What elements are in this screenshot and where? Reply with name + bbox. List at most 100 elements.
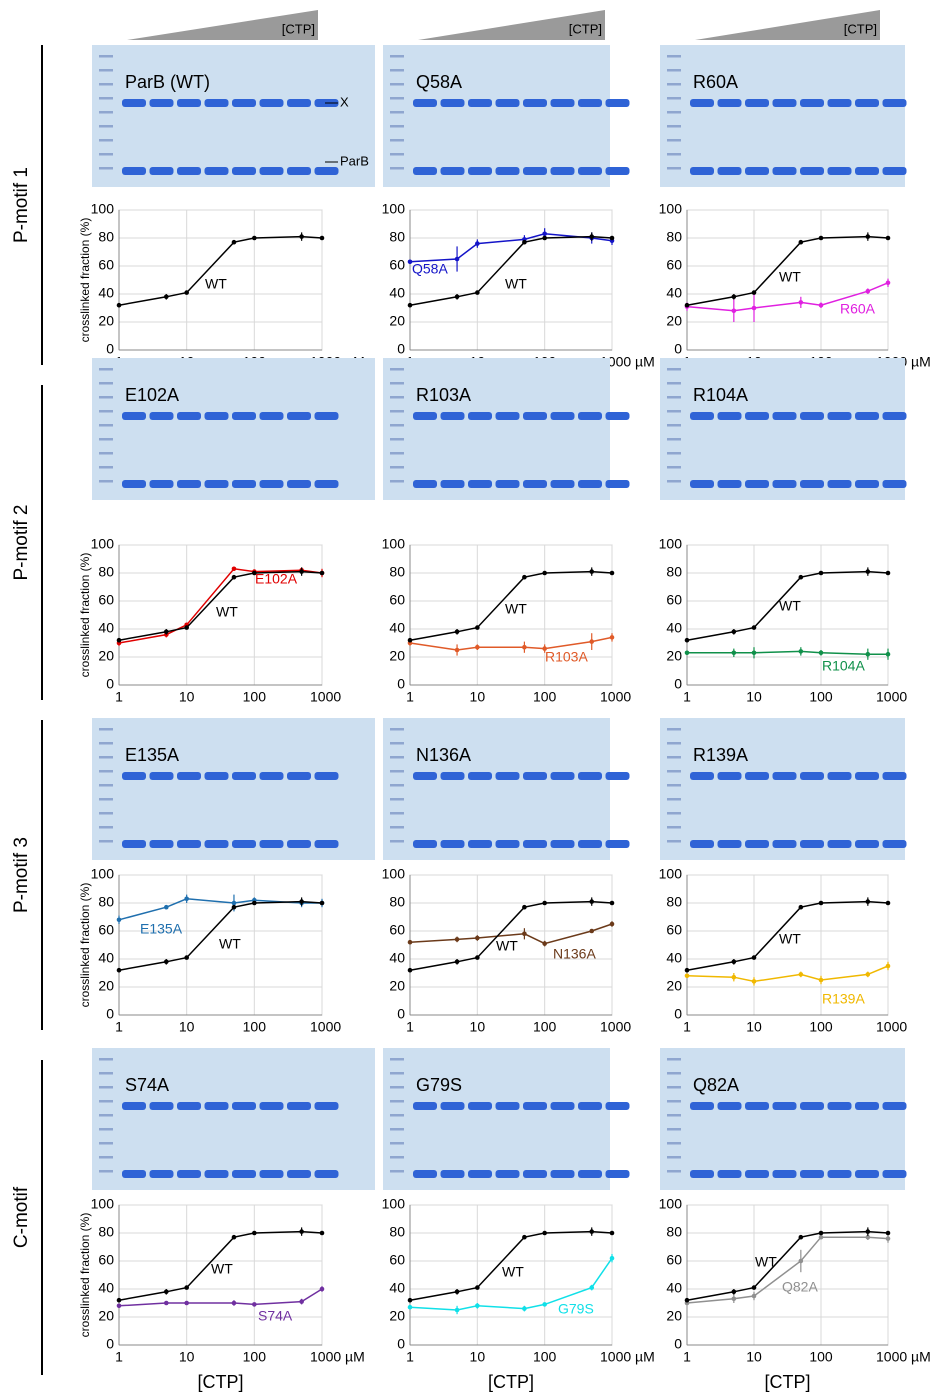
ladder-band: [99, 1058, 113, 1061]
x-tick-label: 1000 µM: [600, 1349, 655, 1365]
series-label: R104A: [822, 658, 865, 674]
gel-band: [606, 412, 630, 420]
data-point: [522, 575, 527, 580]
data-point: [320, 901, 325, 906]
gel-background: [660, 718, 905, 860]
data-point: [752, 1285, 757, 1290]
x-tick-label: 1000: [876, 1019, 907, 1035]
data-point: [819, 1231, 824, 1236]
x-tick-label: 100: [533, 1349, 557, 1365]
ladder-band: [667, 742, 681, 745]
ladder-band: [99, 424, 113, 427]
gel-band: [232, 480, 256, 488]
y-tick-label: 80: [98, 564, 114, 580]
data-point: [252, 901, 257, 906]
gel-band: [718, 1102, 742, 1110]
ladder-band: [99, 742, 113, 745]
y-tick-label: 80: [666, 894, 682, 910]
ladder-band: [99, 83, 113, 86]
x-tick-label: 100: [243, 1019, 267, 1035]
gel-band: [855, 1102, 879, 1110]
y-tick-label: 60: [666, 592, 682, 608]
x-tick-label: 10: [746, 1349, 762, 1365]
gel-band: [205, 99, 229, 107]
ladder-band: [667, 1170, 681, 1173]
data-point: [799, 649, 804, 654]
ladder-band: [390, 83, 404, 86]
ladder-band: [390, 784, 404, 787]
gel-band: [606, 772, 630, 780]
data-point: [610, 922, 615, 927]
gel-band: [232, 99, 256, 107]
gel-band: [122, 167, 146, 175]
ladder-band: [667, 812, 681, 815]
gel-band: [828, 1170, 852, 1178]
gel-band: [315, 1102, 339, 1110]
y-tick-label: 80: [389, 564, 405, 580]
data-point: [184, 955, 189, 960]
ladder-band: [667, 1058, 681, 1061]
gel-band: [745, 772, 769, 780]
ladder-band: [99, 1128, 113, 1131]
data-point: [475, 290, 480, 295]
gradient-label: [CTP]: [844, 21, 877, 36]
gel-band: [800, 772, 824, 780]
data-point: [164, 1301, 169, 1306]
ladder-band: [390, 826, 404, 829]
gel-band: [578, 772, 602, 780]
data-point: [522, 905, 527, 910]
gel-band: [578, 167, 602, 175]
ladder-band: [99, 728, 113, 731]
gel-band: [177, 772, 201, 780]
gel-background: [660, 1048, 905, 1190]
gel-band: [287, 99, 311, 107]
y-tick-label: 20: [389, 1308, 405, 1324]
y-tick-label: 100: [659, 536, 683, 552]
ladder-band: [99, 1142, 113, 1145]
data-point: [320, 571, 325, 576]
ladder-band: [99, 798, 113, 801]
x-tick-label: 100: [809, 689, 833, 705]
data-point: [299, 899, 304, 904]
data-point: [819, 571, 824, 576]
gel-band: [855, 840, 879, 848]
ladder-band: [390, 742, 404, 745]
gel-label: R60A: [693, 72, 738, 92]
data-point: [685, 651, 690, 656]
gel-band: [441, 840, 465, 848]
gel-band: [122, 99, 146, 107]
data-point: [610, 1256, 615, 1261]
gel-band: [122, 840, 146, 848]
ladder-band: [667, 728, 681, 731]
data-point: [232, 1235, 237, 1240]
data-point: [408, 1298, 413, 1303]
y-tick-label: 60: [666, 922, 682, 938]
series-label: S74A: [258, 1308, 293, 1324]
y-tick-label: 80: [389, 894, 405, 910]
gel-band: [828, 840, 852, 848]
series-label: WT: [211, 1261, 233, 1277]
gel-band: [205, 412, 229, 420]
ladder-band: [390, 368, 404, 371]
y-axis-label: crosslinked fraction (%): [78, 218, 92, 343]
gel-band: [468, 412, 492, 420]
data-point: [455, 960, 460, 965]
data-point: [475, 241, 480, 246]
data-point: [164, 905, 169, 910]
data-point: [819, 236, 824, 241]
ladder-band: [99, 167, 113, 170]
gel-band: [260, 99, 284, 107]
gel-band: [232, 840, 256, 848]
x-tick-label: 100: [533, 1019, 557, 1035]
gel-background: [92, 718, 375, 860]
gel-band: [551, 167, 575, 175]
ladder-band: [667, 452, 681, 455]
y-tick-label: 0: [397, 1006, 405, 1022]
ladder-band: [390, 1058, 404, 1061]
gel-band: [828, 412, 852, 420]
gel-band: [315, 772, 339, 780]
x-tick-label: 1000: [876, 689, 907, 705]
gel-band: [718, 412, 742, 420]
gel-band: [468, 99, 492, 107]
gel-band: [150, 480, 174, 488]
